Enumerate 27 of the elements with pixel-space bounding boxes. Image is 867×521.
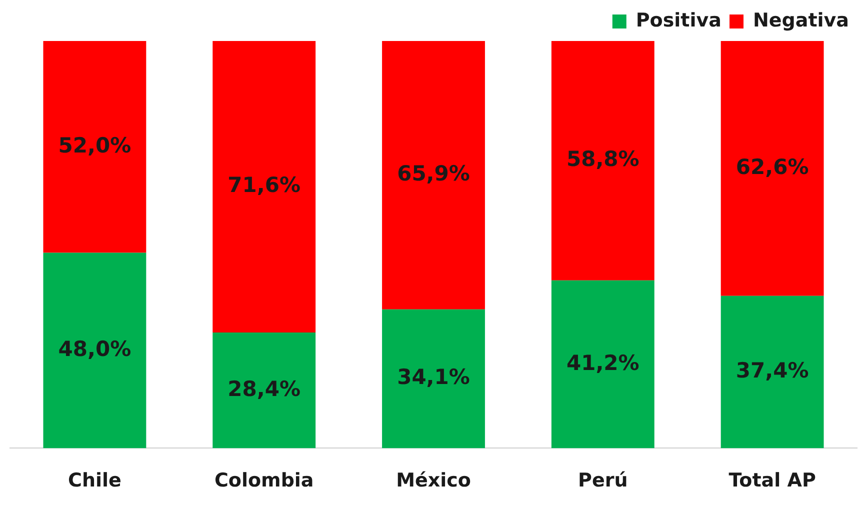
data-label: 41,2% [566, 350, 640, 375]
bar [382, 309, 485, 448]
data-label: 48,0% [58, 336, 132, 361]
bar [382, 41, 485, 310]
data-label: 62,6% [736, 154, 809, 179]
data-label: 28,4% [228, 376, 301, 401]
bar [43, 252, 146, 448]
data-label: 58,8% [566, 147, 640, 172]
bar [43, 41, 146, 253]
x-tick-label: Total AP [728, 470, 816, 492]
data-label: 52,0% [58, 133, 132, 158]
bar [720, 41, 824, 296]
x-tick-label: Chile [68, 470, 122, 492]
legend-label: Negativa [752, 9, 850, 32]
x-tick-label: Colombia [214, 470, 314, 492]
x-tick-label: México [396, 470, 471, 492]
bar [551, 280, 654, 448]
data-label: 71,6% [228, 173, 301, 198]
bar [212, 41, 316, 333]
x-tick-label: Perú [578, 470, 628, 492]
data-label: 37,4% [736, 358, 809, 383]
data-label: 34,1% [397, 365, 470, 390]
data-label: 65,9% [397, 162, 470, 186]
bar [720, 296, 824, 448]
bar [212, 332, 316, 448]
bar [551, 41, 654, 280]
legend-label: Positiva [636, 9, 722, 32]
